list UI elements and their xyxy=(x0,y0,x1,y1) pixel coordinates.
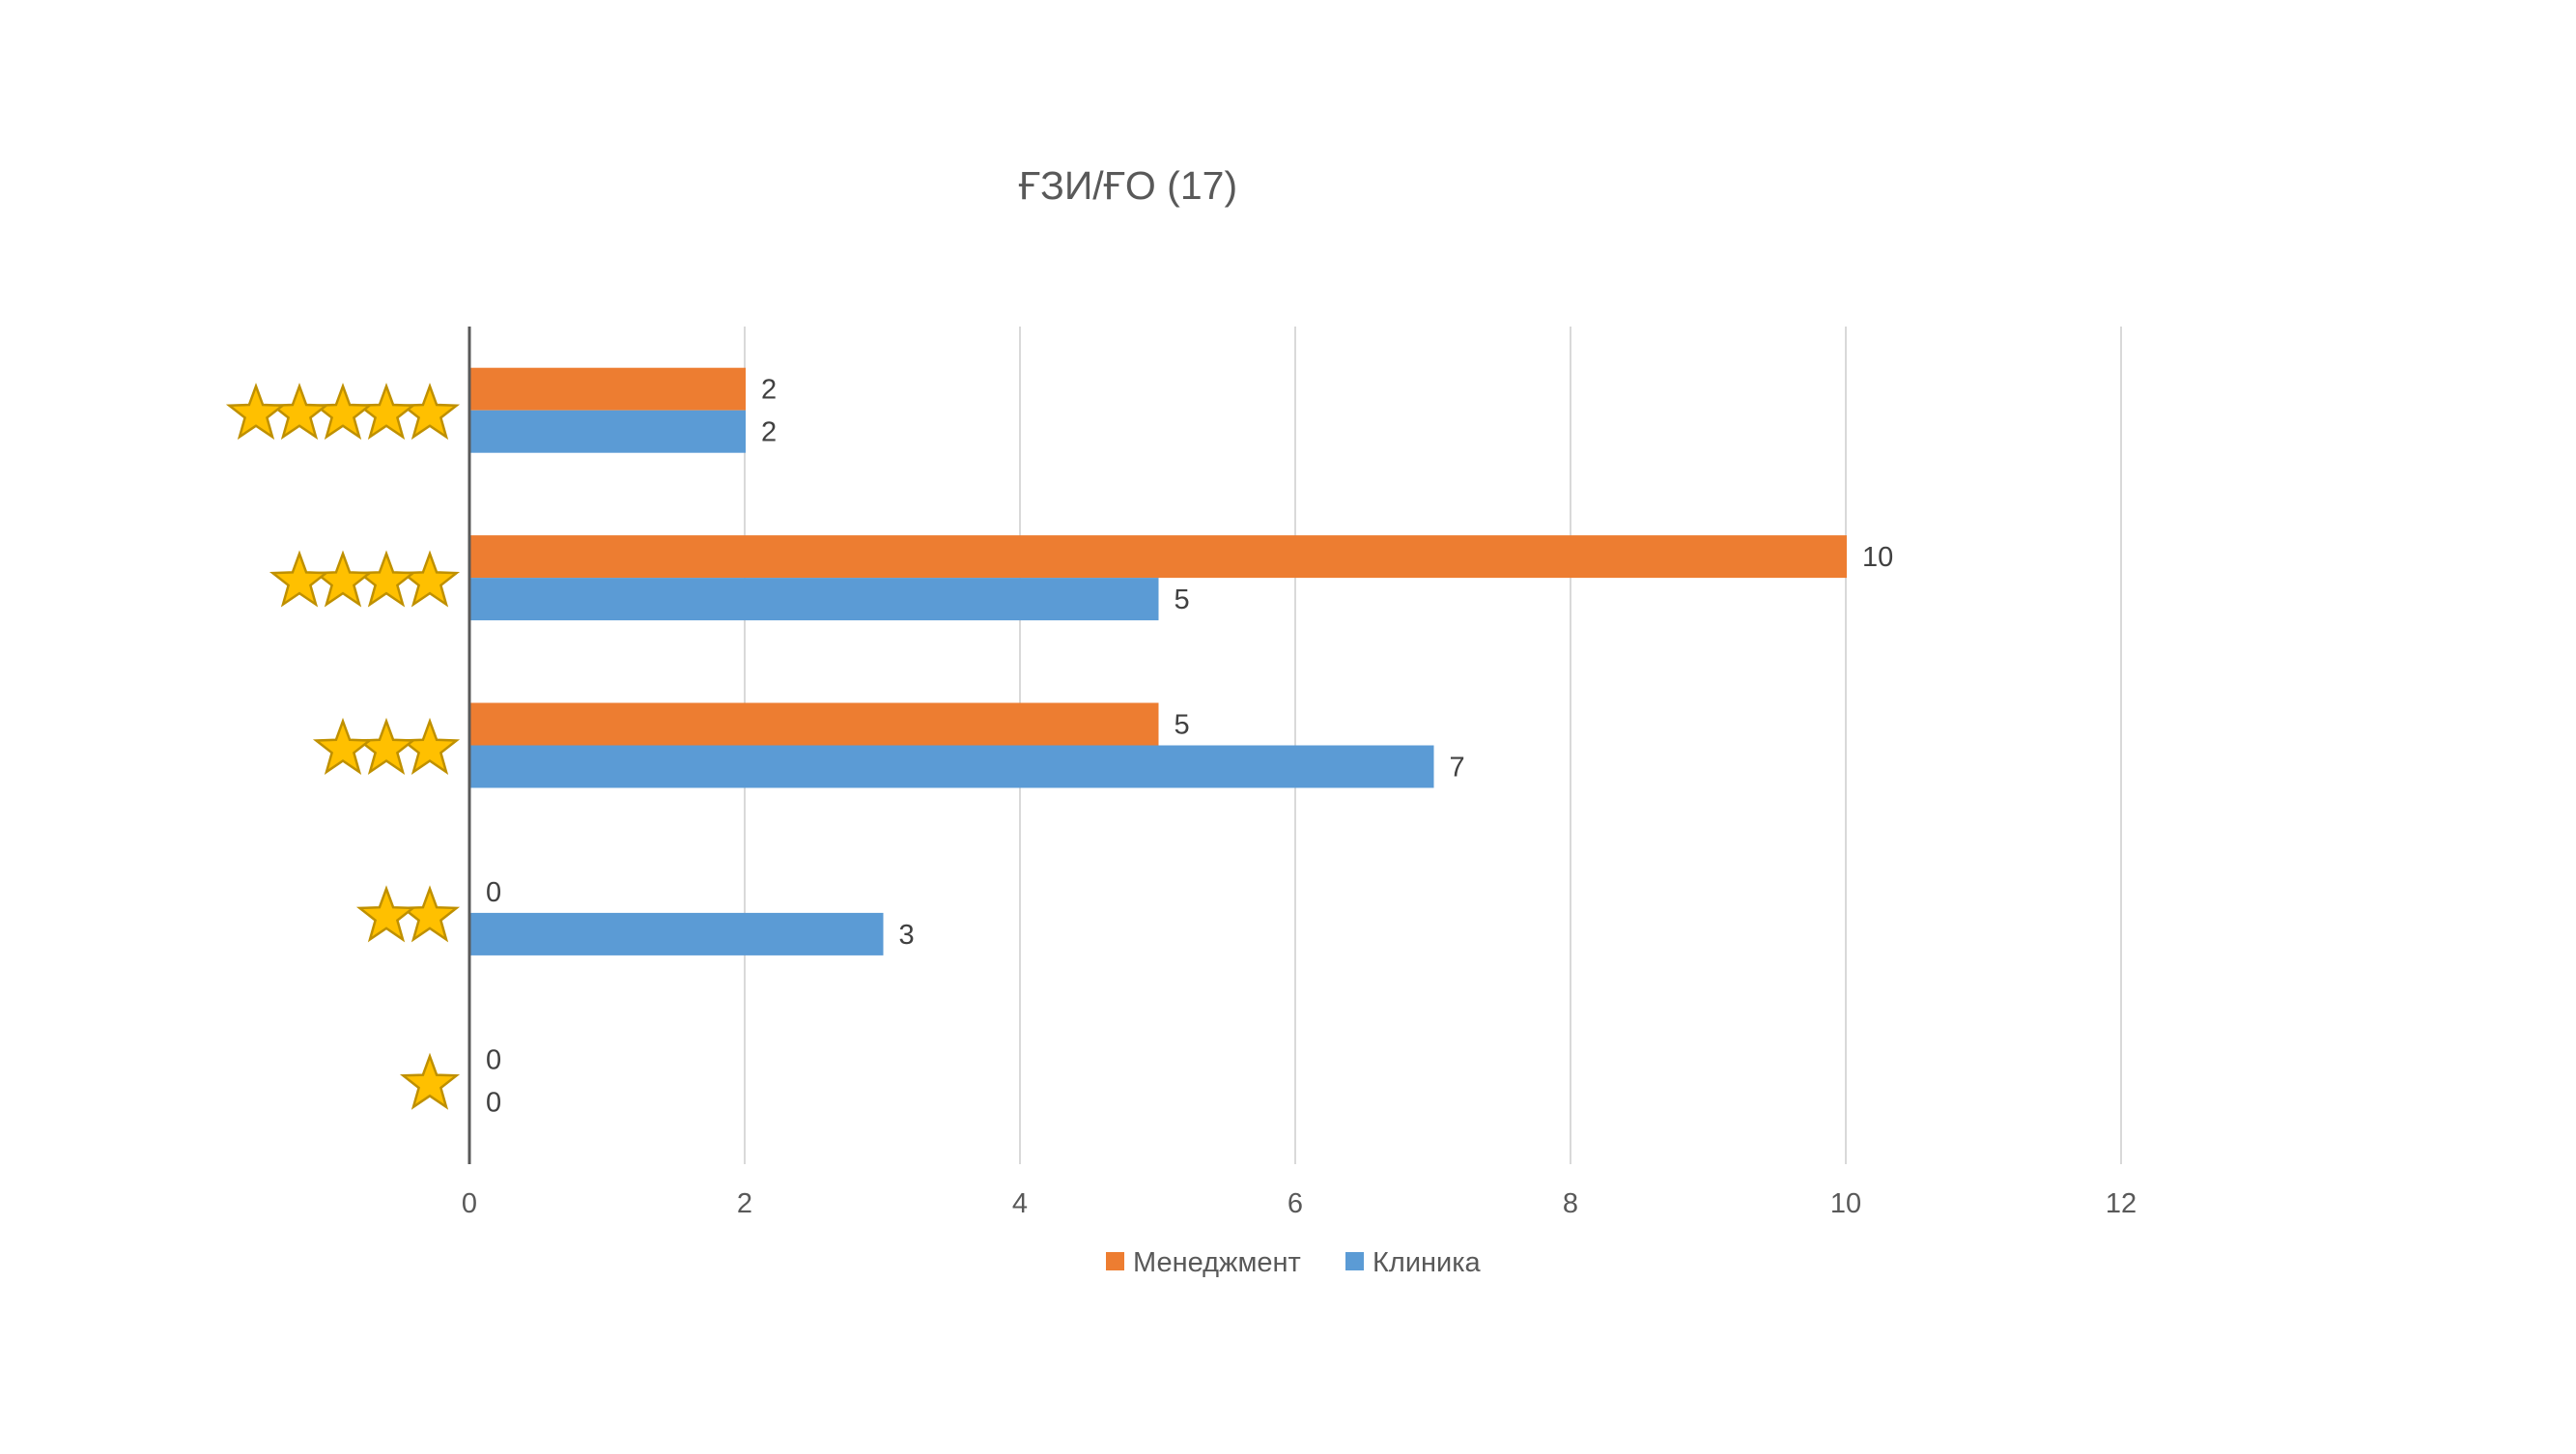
x-tick-label: 12 xyxy=(2106,1188,2137,1219)
star-rating-2 xyxy=(355,885,461,943)
star-icon xyxy=(399,717,461,775)
star-icon xyxy=(312,383,374,441)
star-icon xyxy=(225,383,287,441)
bar-clinic-3 xyxy=(470,912,884,955)
bar-clinic-2 xyxy=(470,745,1434,788)
star-icon xyxy=(399,550,461,608)
data-label: 0 xyxy=(486,1087,501,1118)
data-label: 3 xyxy=(899,920,915,951)
category-labels xyxy=(225,383,461,1110)
x-tick-label: 8 xyxy=(1563,1188,1578,1219)
bar-management-1 xyxy=(470,535,1847,579)
data-label: 10 xyxy=(1862,542,1893,573)
star-icon xyxy=(355,383,417,441)
data-label: 2 xyxy=(761,417,777,448)
star-icon xyxy=(269,550,330,608)
data-label: 0 xyxy=(486,1044,501,1075)
star-rating-1 xyxy=(399,1052,461,1110)
chart-title: ҒЗИ/ҒО (17) xyxy=(1018,163,1237,208)
axes: 0 2 4 6 8 10 12 xyxy=(462,327,2137,1219)
bars xyxy=(470,367,1847,955)
star-icon xyxy=(312,550,374,608)
star-icon xyxy=(355,885,417,943)
star-icon xyxy=(269,383,330,441)
x-tick-label: 0 xyxy=(462,1188,477,1219)
star-icon xyxy=(399,383,461,441)
data-label: 5 xyxy=(1175,584,1190,615)
bar-management-2 xyxy=(470,702,1159,746)
star-rating-4 xyxy=(269,550,461,608)
star-rating-3 xyxy=(312,717,461,775)
legend-swatch xyxy=(1345,1252,1364,1270)
legend-label: Менеджмент xyxy=(1133,1247,1301,1278)
legend-label: Клиника xyxy=(1373,1247,1482,1278)
star-icon xyxy=(399,1052,461,1110)
star-icon xyxy=(312,717,374,775)
bar-clinic-1 xyxy=(470,578,1159,621)
data-label: 5 xyxy=(1175,710,1190,741)
bar-clinic-0 xyxy=(470,410,746,453)
star-icon xyxy=(355,717,417,775)
x-tick-label: 6 xyxy=(1288,1188,1303,1219)
star-icon xyxy=(355,550,417,608)
legend: Менеджмент Клиника xyxy=(1106,1247,1482,1278)
bar-management-0 xyxy=(470,367,746,411)
legend-swatch xyxy=(1106,1252,1124,1270)
data-label: 7 xyxy=(1450,753,1465,784)
star-icon xyxy=(399,885,461,943)
data-labels: 2 10 5 0 0 2 5 7 3 0 xyxy=(486,375,1893,1119)
x-tick-label: 4 xyxy=(1012,1188,1028,1219)
data-label: 2 xyxy=(761,375,777,406)
x-tick-label: 10 xyxy=(1830,1188,1861,1219)
x-tick-label: 2 xyxy=(737,1188,752,1219)
star-rating-5 xyxy=(225,383,461,441)
data-label: 0 xyxy=(486,877,501,908)
